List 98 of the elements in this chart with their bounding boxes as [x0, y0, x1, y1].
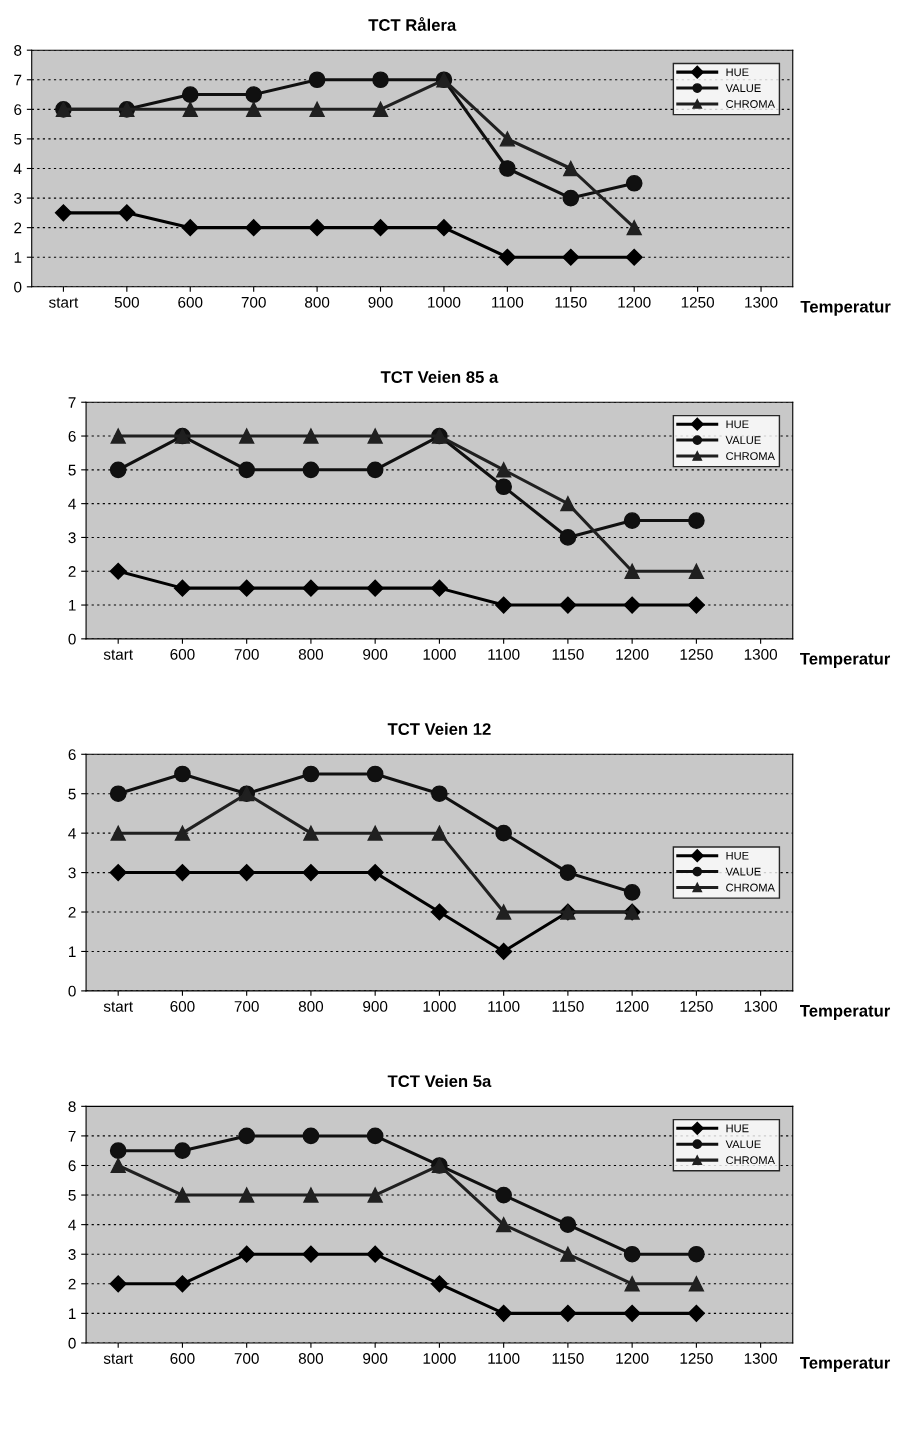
x-axis-title: Temperatur	[800, 1005, 891, 1020]
y-tick-label: 1	[69, 946, 76, 957]
x-tick-label: 1000	[423, 1353, 456, 1364]
legend-label: HUE	[726, 851, 749, 860]
x-tick-label: start	[103, 1353, 133, 1364]
y-tick-label: 3	[68, 1249, 76, 1260]
chart-title: TCT Veien 85 a	[380, 370, 499, 383]
y-tick-label: 2	[68, 906, 76, 918]
y-tick-label: 4	[68, 498, 76, 510]
x-axis-title: Temperatur	[800, 300, 891, 316]
x-tick-label: 900	[363, 1001, 388, 1012]
x-tick-label: 1200	[616, 1353, 649, 1364]
x-tick-label: 1150	[552, 1353, 584, 1364]
y-tick-label: 4	[68, 1219, 76, 1231]
x-tick-label: 600	[170, 648, 195, 660]
y-tick-label: 2	[68, 1278, 76, 1290]
y-tick-label: 0	[68, 985, 76, 997]
y-tick-label: 5	[68, 788, 76, 800]
x-tick-label: 700	[234, 648, 259, 660]
x-tick-label: 700	[234, 1001, 259, 1012]
x-tick-label: 1000	[423, 1001, 456, 1012]
x-axis-title: Temperatur	[800, 1357, 891, 1372]
x-tick-label: start	[103, 649, 133, 660]
x-tick-label: 800	[298, 1353, 324, 1364]
y-tick-label: 0	[68, 1337, 76, 1349]
legend-label: CHROMA	[726, 100, 775, 108]
y-tick-label: 1	[69, 1308, 76, 1319]
y-tick-label: 8	[14, 45, 22, 56]
x-tick-label: 600	[170, 1353, 195, 1364]
y-tick-label: 3	[14, 192, 22, 204]
y-tick-label: 4	[68, 828, 76, 839]
x-tick-label: start	[48, 297, 79, 308]
y-tick-label: 0	[68, 633, 76, 645]
x-tick-label: 1100	[488, 1001, 520, 1012]
x-tick-label: 1300	[744, 1001, 778, 1012]
x-tick-label: 900	[363, 648, 388, 660]
x-tick-label: 1300	[745, 296, 778, 308]
legend-label: CHROMA	[726, 883, 775, 892]
legend-label: CHROMA	[726, 452, 775, 460]
legend-label: VALUE	[725, 1140, 761, 1149]
x-tick-label: 1100	[488, 1353, 520, 1364]
x-tick-label: 1150	[552, 1001, 584, 1012]
x-tick-label: 1250	[680, 648, 713, 660]
chart-title: TCT Veien 5a	[387, 1074, 492, 1088]
y-tick-label: 2	[14, 222, 22, 234]
x-tick-label: 1150	[555, 296, 587, 308]
x-tick-label: 1100	[492, 296, 524, 308]
y-tick-label: 6	[14, 104, 22, 116]
y-tick-label: 7	[68, 1130, 76, 1142]
x-tick-label: 1000	[428, 296, 461, 308]
y-tick-label: 5	[68, 1190, 76, 1201]
x-tick-label: 700	[241, 296, 266, 308]
y-tick-label: 6	[68, 430, 76, 442]
x-tick-label: 1300	[744, 648, 778, 660]
x-tick-label: start	[103, 1001, 133, 1012]
x-tick-label: 1250	[680, 1001, 713, 1012]
x-tick-label: 1150	[552, 648, 584, 660]
y-tick-label: 2	[68, 566, 76, 577]
x-tick-label: 1250	[680, 1353, 713, 1364]
legend-label: CHROMA	[726, 1156, 775, 1165]
x-tick-label: 500	[114, 296, 139, 308]
legend-label: HUE	[726, 68, 749, 77]
legend-label: VALUE	[725, 867, 761, 876]
x-tick-label: 900	[368, 296, 393, 308]
x-tick-label: 1200	[616, 1001, 649, 1012]
x-tick-label: 1300	[744, 1353, 778, 1364]
x-tick-label: 1250	[681, 296, 715, 308]
x-tick-label: 1200	[618, 296, 651, 308]
x-tick-label: 700	[234, 1353, 259, 1364]
y-tick-label: 7	[14, 74, 22, 86]
legend-label: HUE	[726, 1124, 749, 1133]
y-tick-label: 5	[14, 133, 22, 145]
x-tick-label: 800	[305, 296, 330, 308]
legend-label: VALUE	[725, 436, 761, 445]
x-tick-label: 800	[298, 1001, 324, 1012]
x-tick-label: 1000	[423, 648, 456, 660]
legend-label: VALUE	[725, 84, 761, 93]
x-tick-label: 1200	[616, 648, 649, 660]
y-tick-label: 1	[69, 600, 76, 611]
y-tick-label: 0	[14, 281, 22, 293]
chart-title: TCT Veien 12	[387, 722, 491, 735]
y-tick-label: 3	[68, 532, 76, 544]
y-tick-label: 6	[68, 749, 76, 760]
x-tick-label: 1100	[488, 648, 520, 660]
x-axis-title: Temperatur	[800, 652, 891, 668]
x-tick-label: 800	[298, 648, 324, 660]
x-tick-label: 600	[170, 1001, 195, 1012]
x-tick-label: 600	[178, 296, 203, 308]
y-tick-label: 7	[68, 397, 76, 408]
y-tick-label: 8	[68, 1101, 76, 1113]
legend-label: HUE	[726, 420, 749, 429]
y-tick-label: 1	[14, 252, 22, 263]
y-tick-label: 5	[68, 464, 76, 476]
chart-title: TCT Rålera	[368, 17, 457, 31]
y-tick-label: 3	[68, 867, 76, 879]
y-tick-label: 6	[68, 1160, 76, 1172]
x-tick-label: 900	[363, 1353, 388, 1364]
y-tick-label: 4	[13, 163, 22, 175]
